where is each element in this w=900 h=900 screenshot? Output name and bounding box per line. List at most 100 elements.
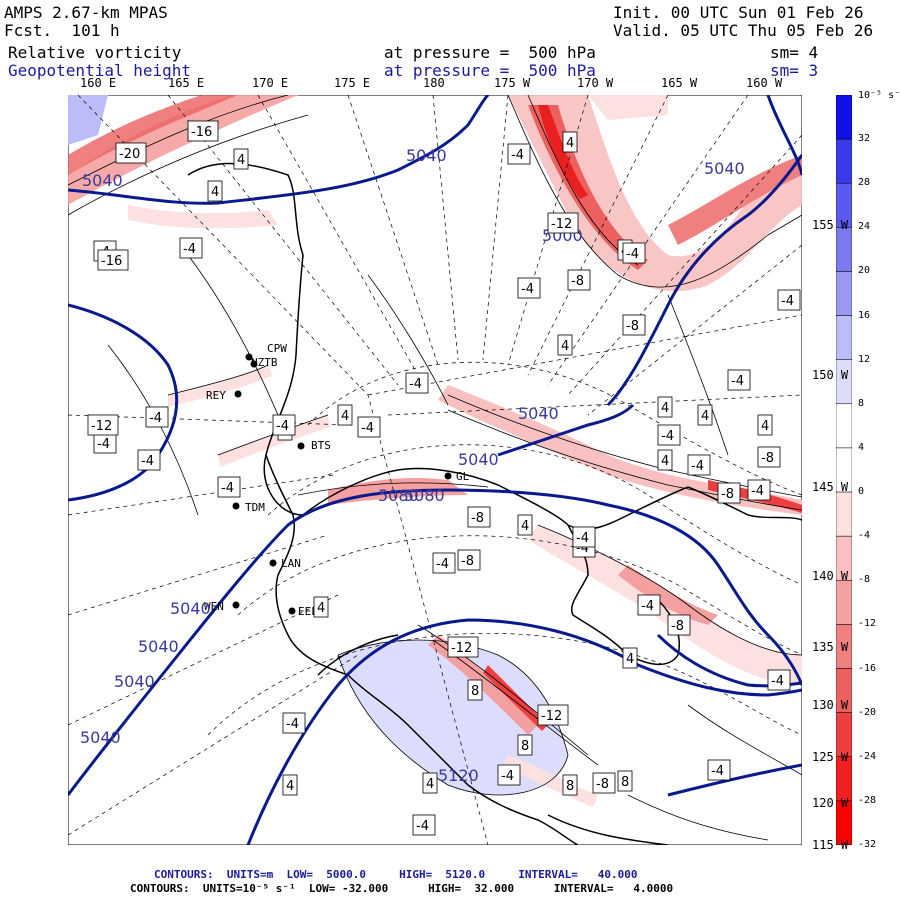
vorticity-label-box: 4: [282, 774, 298, 796]
height-label: 5080: [404, 486, 445, 505]
model-title: AMPS 2.67-km MPAS: [4, 3, 168, 22]
colorbar-level-label: 0: [858, 486, 865, 498]
vorticity-label: -4: [183, 242, 196, 257]
vorticity-label-box: 8: [562, 774, 578, 796]
colorbar-swatch: [836, 138, 852, 184]
vorticity-label: -8: [671, 619, 684, 634]
vorticity-label-box: 4: [517, 514, 533, 536]
station-nztb: [250, 360, 258, 368]
vorticity-label-box: -20: [115, 142, 147, 164]
colorbar-level-label: 20: [858, 265, 871, 277]
vorticity-label-box: -4: [707, 759, 731, 781]
vorticity-label: -12: [451, 641, 472, 656]
station-bts: [297, 442, 305, 450]
vorticity-label-box: 8: [617, 770, 633, 792]
station-eel: [288, 607, 296, 615]
colorbar-level-label: 32: [858, 133, 871, 145]
vorticity-label-box: 4: [207, 180, 223, 202]
height-label: 5120: [438, 766, 479, 785]
vorticity-label: -4: [711, 764, 724, 779]
vorticity-label-box: -4: [217, 476, 241, 498]
vorticity-label-box: 4: [557, 334, 573, 356]
forecast-hour: Fcst. 101 h: [4, 21, 120, 40]
vorticity-label-box: 4: [622, 647, 638, 669]
station-rey: [234, 390, 242, 398]
lon-label: 180: [423, 76, 445, 90]
vorticity-label-box: -12: [537, 704, 569, 726]
vorticity-label-box: -8: [592, 772, 616, 794]
vorticity-label-box: 4: [422, 772, 438, 794]
vorticity-label: -8: [461, 554, 474, 569]
vorticity-label-box: -4: [622, 242, 646, 264]
station-cpw: [245, 353, 253, 361]
lon-label: 165 E: [168, 76, 205, 90]
vorticity-label-box: -4: [137, 449, 161, 471]
vorticity-label-box: 4: [657, 449, 673, 471]
vorticity-label: -4: [276, 419, 289, 434]
vorticity-label: -4: [361, 421, 374, 436]
vorticity-label-box: 4: [562, 131, 578, 153]
lat-label: 155 W: [812, 218, 849, 232]
colorbar-level-label: 4: [858, 441, 865, 453]
colorbar-level-label: -8: [858, 574, 871, 586]
height-label: 5040: [80, 728, 121, 747]
vorticity-label-box: -12: [87, 414, 119, 436]
vorticity-label-box: -8: [457, 549, 481, 571]
vorticity-label-box: -4: [637, 594, 661, 616]
colorbar-level-label: -16: [858, 662, 877, 674]
vorticity-label: -4: [97, 437, 110, 452]
vorticity-label: 4: [626, 652, 634, 667]
station-label: EEL: [298, 605, 318, 618]
vorticity-label-box: -8: [467, 506, 491, 528]
vorticity-label: -4: [141, 454, 154, 469]
vorticity-label-box: -4: [497, 764, 521, 786]
colorbar-swatch: [836, 227, 852, 272]
colorbar-swatch: [836, 315, 852, 360]
vorticity-label: 4: [521, 519, 529, 534]
station-label: NZTB: [251, 356, 278, 369]
lat-label: 150 W: [812, 368, 849, 382]
height-labels: 5040 5040 5040 5040 5040 5040 5040 5040 …: [80, 146, 745, 785]
vorticity-label: 4: [237, 153, 245, 168]
lat-label: 130 W: [812, 698, 849, 712]
station-label: TDM: [245, 501, 265, 514]
colorbar-level-label: -28: [858, 794, 877, 806]
vorticity-label-box: -4: [517, 277, 541, 299]
height-label: 5040: [170, 599, 211, 618]
colorbar-swatch: [836, 580, 852, 625]
colorbar-level-label: -24: [858, 750, 877, 762]
colorbar-level-label: -12: [858, 618, 877, 630]
colorbar-level-label: -32: [858, 839, 877, 850]
vorticity-label-box: -4: [777, 289, 801, 311]
colorbar-unit: 10⁻⁵ s⁻¹: [858, 90, 900, 101]
vorticity-label-box: -4: [179, 237, 203, 259]
vorticity-label-box: -8: [667, 614, 691, 636]
height-label: 5040: [82, 171, 123, 190]
height-label: 5040: [704, 159, 745, 178]
colorbar-level-label: 24: [858, 221, 871, 233]
vorticity-label: -8: [571, 274, 584, 289]
vorticity-label: 8: [566, 779, 574, 794]
vorticity-label: -12: [541, 709, 562, 724]
vorticity-label-box: -4: [282, 712, 306, 734]
field2-name: Geopotential height: [8, 61, 192, 80]
vorticity-label: 4: [426, 777, 434, 792]
colorbar-swatch: [836, 271, 852, 316]
colorbar-swatch: [836, 403, 852, 449]
vorticity-label-box: -4: [657, 424, 681, 446]
vorticity-label-box: -4: [747, 479, 771, 501]
vorticity-label-box: -4: [687, 454, 711, 476]
vorticity-label: -4: [416, 819, 429, 834]
station-label: REY: [206, 389, 226, 402]
vorticity-label: -8: [761, 451, 774, 466]
station-labels: CPW NZTB REY BTS TDM LAN WEN EEL GL: [204, 342, 470, 618]
vorticity-label: -4: [751, 484, 764, 499]
vorticity-label: -4: [511, 148, 524, 163]
lon-label: 170 W: [577, 76, 614, 90]
lon-label: 175 E: [334, 76, 371, 90]
vorticity-label-box: -8: [567, 269, 591, 291]
vorticity-label-box: -16: [97, 249, 129, 271]
colorbar-swatch: [836, 95, 852, 140]
height-label: 5040: [138, 637, 179, 656]
vorticity-label: -4: [731, 374, 744, 389]
